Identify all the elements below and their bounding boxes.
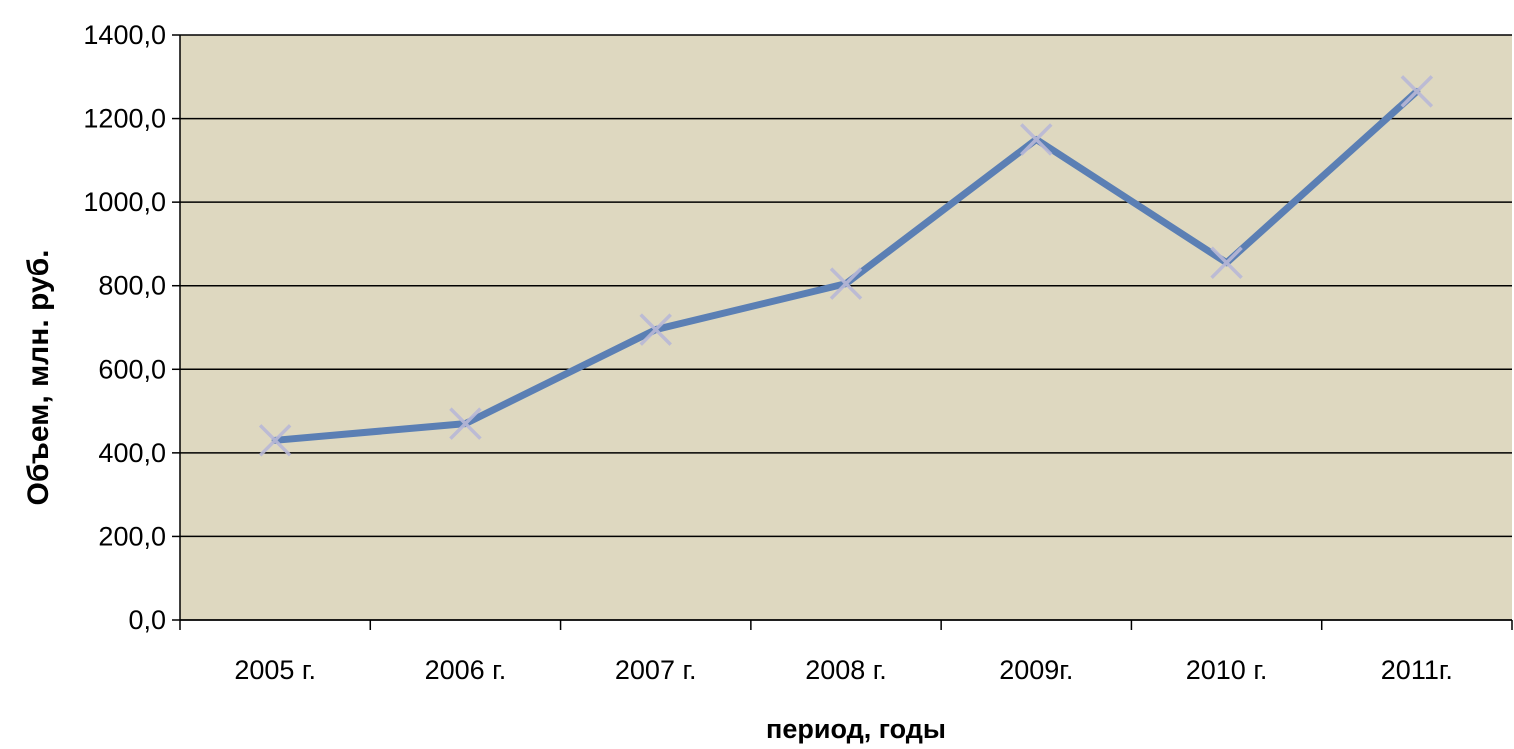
y-tick-label: 800,0 <box>98 271 166 301</box>
data-point-marker <box>1400 75 1434 108</box>
y-tick-label: 0,0 <box>128 605 166 635</box>
x-tick-label: 2007 г. <box>615 655 697 685</box>
y-tick-label: 1400,0 <box>83 20 166 50</box>
x-tick-label: 2010 г. <box>1186 655 1268 685</box>
x-tick-label: 2009г. <box>999 655 1073 685</box>
x-axis-title: период, годы <box>766 714 946 744</box>
data-point-marker <box>1210 246 1243 279</box>
x-axis: 2005 г. 2006 г. 2007 г. 2008 г. 2009г. 2010 г… <box>179 35 1513 685</box>
y-axis-title: Объем, млн. руб. <box>22 249 55 505</box>
data-point-marker <box>829 267 863 300</box>
data-point-marker <box>1020 123 1053 156</box>
y-tick-label: 200,0 <box>98 521 166 551</box>
x-tick-label: 2005 г. <box>234 655 316 685</box>
y-tick-label: 1200,0 <box>83 104 166 134</box>
data-point-marker <box>639 313 672 346</box>
data-point-marker <box>258 424 292 457</box>
y-tick-label: 1000,0 <box>83 187 166 217</box>
x-tick-label: 2008 г. <box>805 655 887 685</box>
x-tick-label: 2011г. <box>1381 655 1453 685</box>
x-tick-label: 2006 г. <box>425 655 507 685</box>
series-layer <box>258 75 1434 457</box>
data-point-marker <box>449 407 482 440</box>
y-axis-ticks: 0,0 200,0 400,0 600,0 800,0 1000,0 1200,0 1400,… <box>83 20 180 635</box>
y-tick-label: 400,0 <box>98 438 166 468</box>
y-tick-label: 600,0 <box>98 354 166 384</box>
plot-area <box>180 35 1512 620</box>
